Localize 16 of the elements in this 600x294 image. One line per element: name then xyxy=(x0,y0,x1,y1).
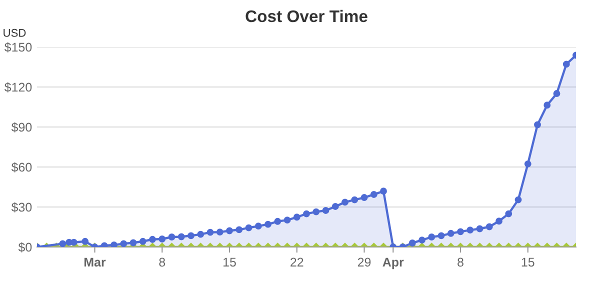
x-tick-label: 15 xyxy=(224,258,236,267)
y-axis-title: USD xyxy=(4,28,26,37)
x-tick-label: 15 xyxy=(522,258,534,267)
x-tick-label: Mar xyxy=(84,258,106,267)
x-tick-label: 29 xyxy=(358,258,371,267)
y-tick-label: $0 xyxy=(18,242,32,252)
x-tick-label: 8 xyxy=(458,258,464,267)
y-tick-label: $90 xyxy=(11,122,32,132)
x-tick-label: 22 xyxy=(290,258,304,266)
x-tick-label: 8 xyxy=(159,258,166,267)
x-tick-label: Apr xyxy=(382,258,404,270)
y-tick-label: $60 xyxy=(11,162,32,172)
y-tick-label: $150 xyxy=(4,42,32,52)
y-tick-label: $30 xyxy=(11,202,32,212)
y-tick-label: $120 xyxy=(4,82,32,92)
chart-title: Cost Over Time xyxy=(246,10,368,22)
